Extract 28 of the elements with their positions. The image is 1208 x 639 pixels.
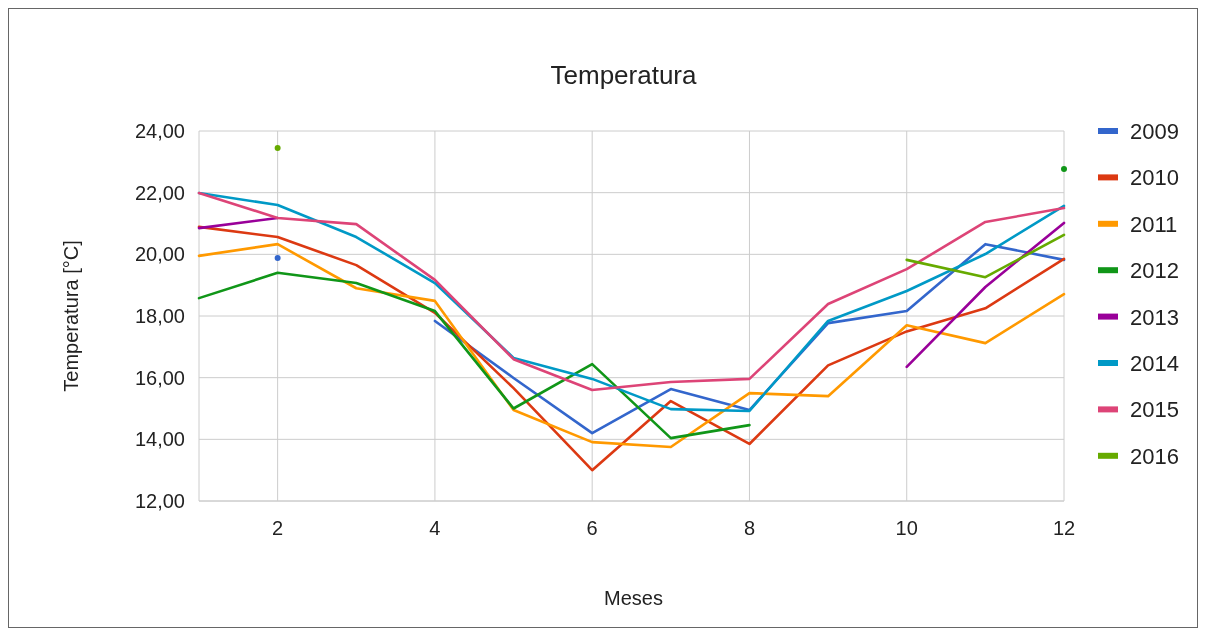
- chart-title: Temperatura: [550, 60, 698, 90]
- x-tick-label: 10: [895, 517, 918, 539]
- y-axis-title: Temperatura [°C]: [60, 240, 82, 392]
- legend-label: 2011: [1130, 211, 1178, 237]
- y-tick-label: 20,00: [134, 243, 185, 266]
- x-tick-label: 8: [743, 517, 756, 539]
- legend-label: 2009: [1130, 119, 1179, 144]
- x-axis-title: Meses: [604, 587, 663, 609]
- legend-label: 2014: [1130, 351, 1179, 376]
- y-tick-label: 16,00: [134, 366, 185, 389]
- legend-label: 2010: [1130, 165, 1179, 191]
- y-tick-label: 22,00: [134, 181, 185, 204]
- y-tick-label: 12,00: [134, 490, 185, 512]
- y-tick-label: 24,00: [134, 120, 185, 142]
- legend-label: 2013: [1130, 304, 1179, 330]
- x-tick-label: 12: [1052, 517, 1076, 539]
- y-tick-label: 14,00: [134, 428, 185, 451]
- legend-label: 2016: [1130, 443, 1179, 469]
- line-series: [197, 242, 1066, 449]
- x-tick-label: 4: [429, 517, 441, 539]
- point: [274, 255, 281, 262]
- legend-label: 2015: [1130, 397, 1179, 423]
- point: [1061, 165, 1067, 172]
- legend-label: 2012: [1130, 258, 1179, 284]
- x-tick-label: 6: [586, 517, 598, 539]
- x-tick-label: 2: [272, 517, 284, 539]
- y-tick-label: 18,00: [134, 305, 185, 327]
- point: [274, 144, 281, 151]
